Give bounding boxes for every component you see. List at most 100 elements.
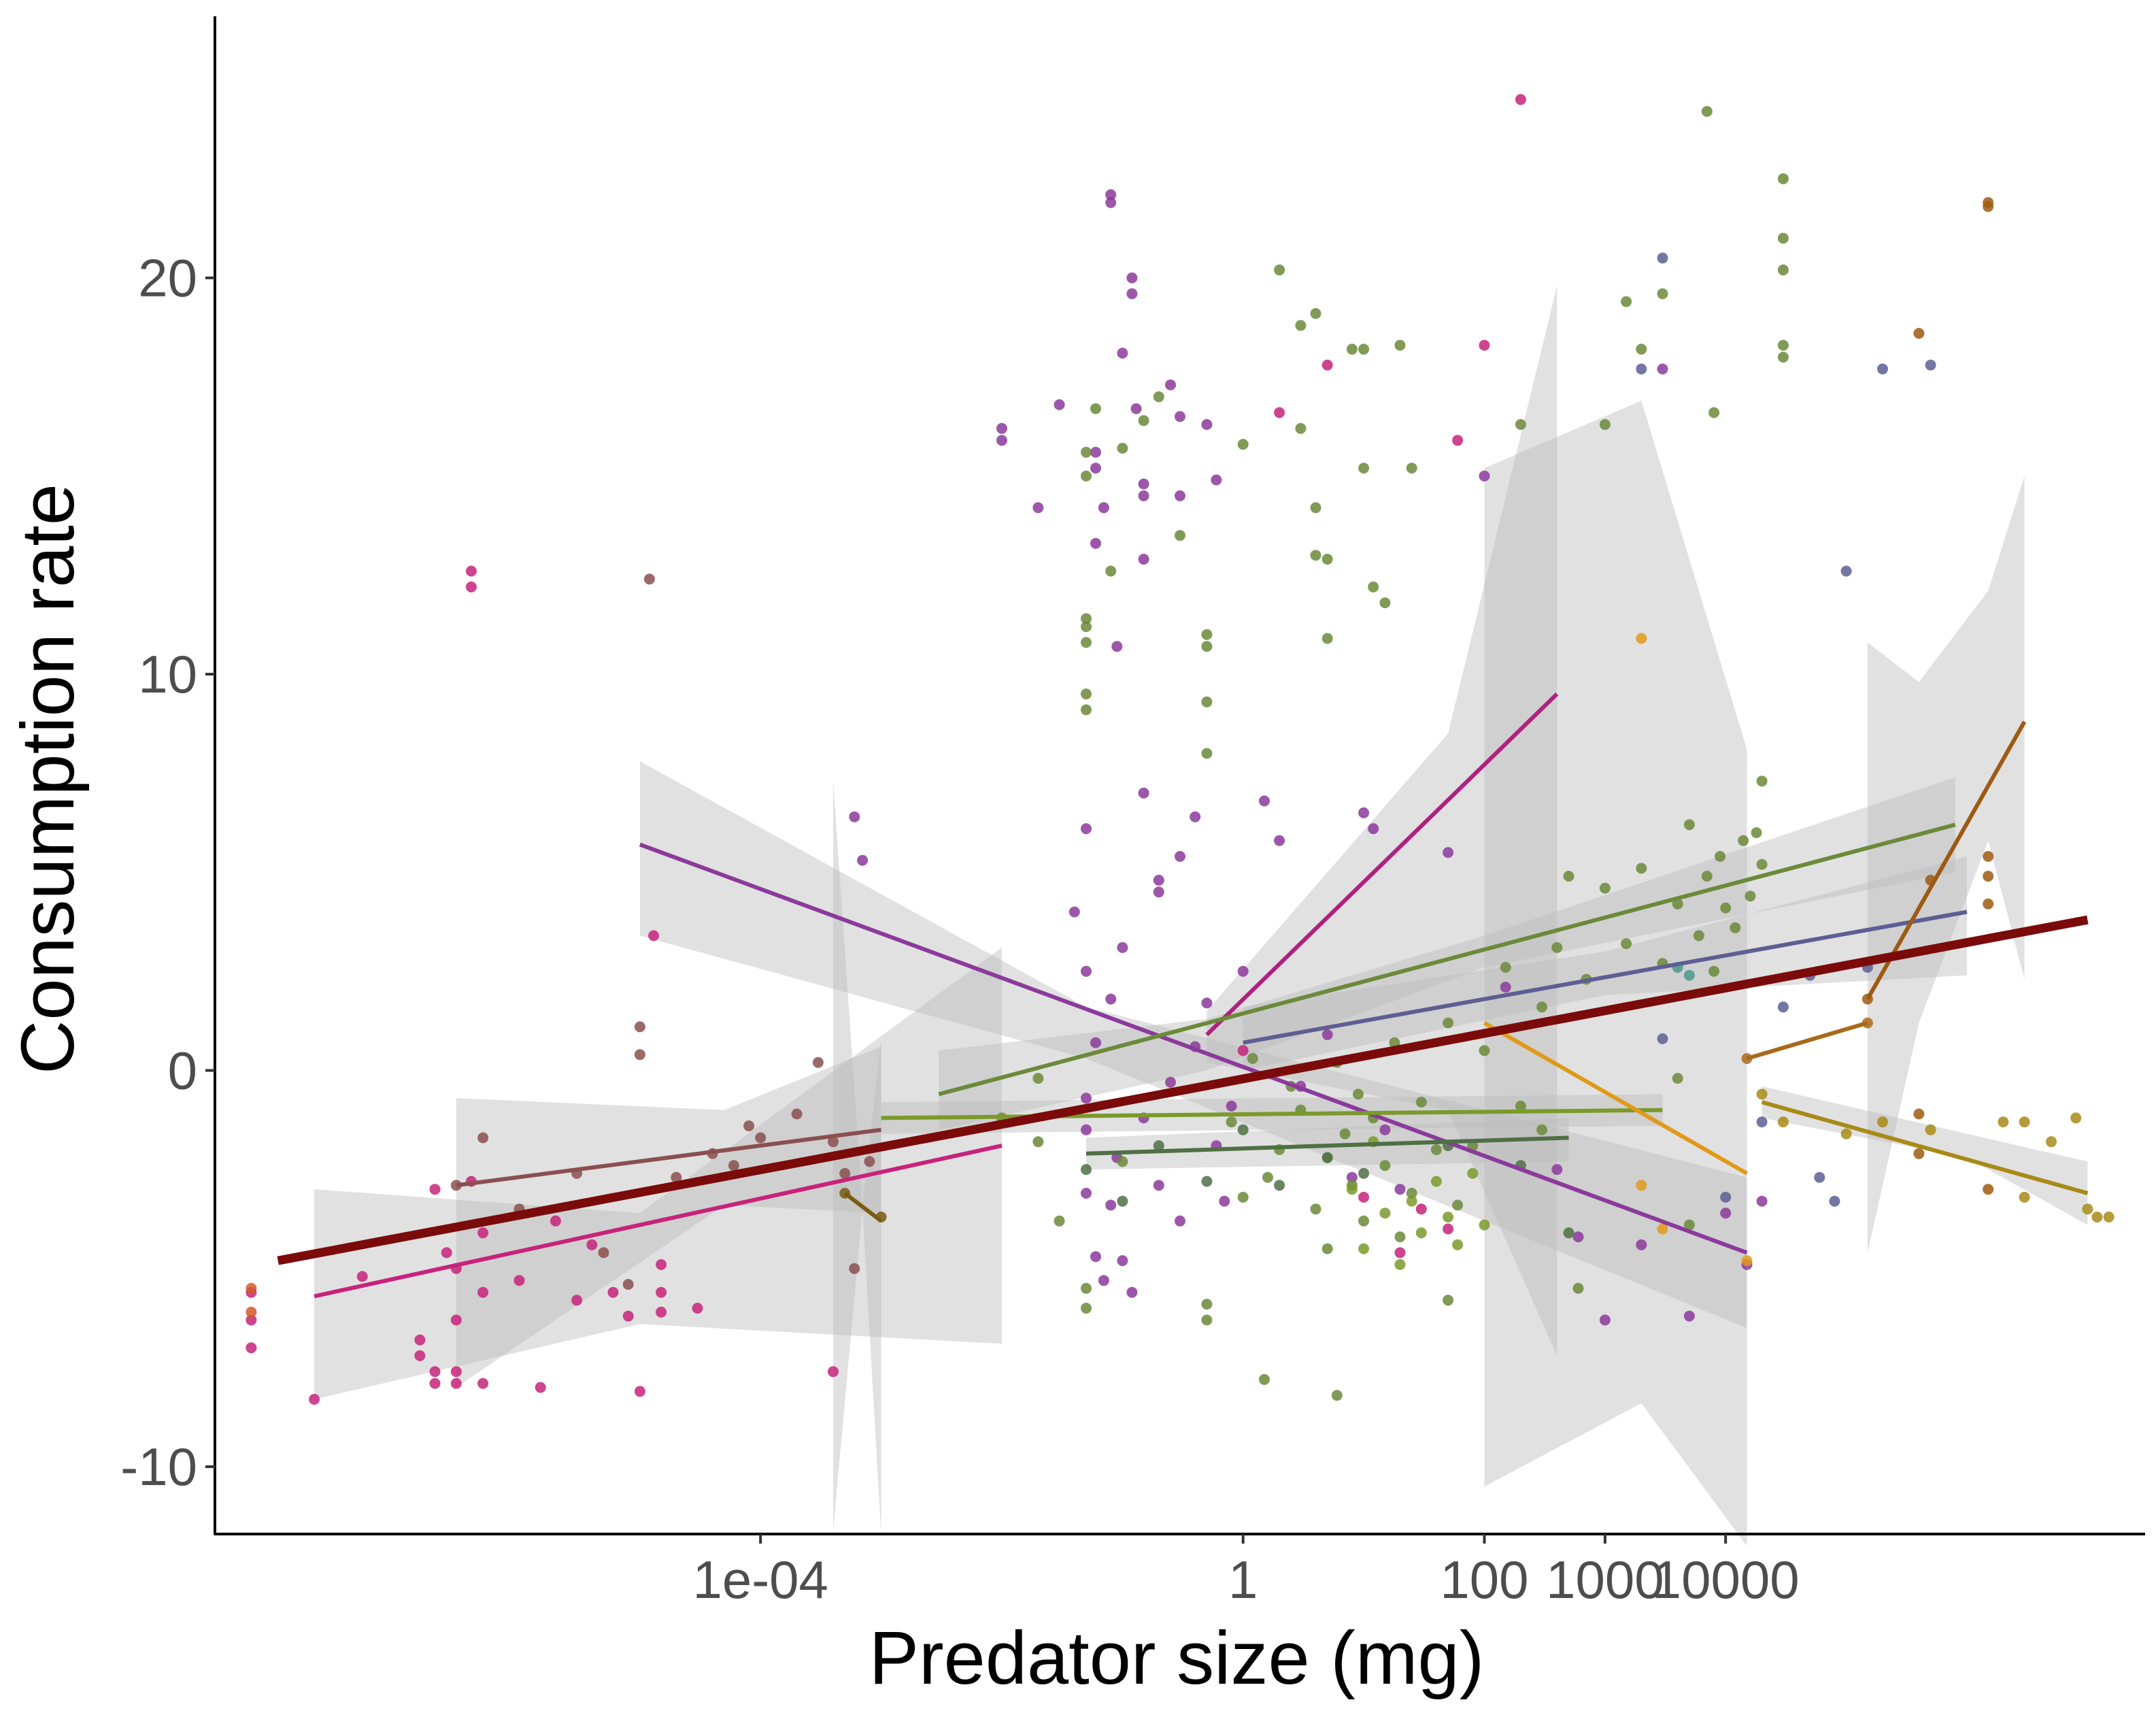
data-point: [1925, 359, 1936, 371]
data-point: [1321, 359, 1333, 371]
data-point: [429, 1378, 441, 1389]
data-point: [1237, 1191, 1249, 1203]
confidence-band-5: [1207, 286, 1557, 1356]
data-point: [1683, 819, 1695, 831]
data-point: [1090, 1037, 1101, 1048]
data-point: [1657, 1223, 1668, 1235]
data-point: [1175, 411, 1185, 422]
data-point: [1310, 502, 1321, 514]
data-point: [2082, 1203, 2093, 1215]
data-point: [1777, 173, 1789, 184]
data-point: [1105, 993, 1117, 1005]
data-point: [586, 1239, 598, 1250]
data-point: [1415, 1097, 1427, 1108]
data-point: [656, 1259, 667, 1270]
data-point: [1745, 890, 1756, 902]
data-point: [1054, 1215, 1065, 1227]
data-point: [246, 1314, 257, 1326]
data-point: [1081, 1164, 1092, 1176]
data-point: [1983, 1184, 1994, 1195]
data-point: [1105, 197, 1117, 208]
data-point: [1126, 288, 1138, 299]
data-point: [2019, 1191, 2030, 1203]
data-point: [622, 1279, 634, 1290]
data-point: [1259, 795, 1270, 807]
data-point: [1090, 1251, 1101, 1263]
data-point: [1295, 422, 1307, 434]
data-point: [477, 1286, 489, 1298]
data-point: [656, 1306, 667, 1318]
data-point: [1536, 1124, 1548, 1135]
data-point: [692, 1303, 703, 1314]
data-point: [996, 422, 1007, 434]
data-point: [1756, 776, 1768, 787]
data-point: [1201, 641, 1213, 652]
data-point: [441, 1247, 452, 1259]
data-point: [839, 1167, 851, 1179]
data-point: [1756, 1088, 1768, 1100]
data-point: [1777, 264, 1789, 276]
fit-line-14: [843, 1191, 883, 1223]
data-point: [656, 1286, 667, 1298]
x-tick-label: 1: [1228, 1550, 1258, 1610]
data-point: [1368, 823, 1379, 835]
data-point: [1777, 339, 1789, 351]
data-point: [1672, 898, 1683, 910]
data-point: [634, 1386, 645, 1397]
data-point: [1138, 490, 1149, 501]
fit-line-8: [881, 1108, 1663, 1120]
data-point: [1840, 1128, 1852, 1139]
x-tick-label: 1e-04: [692, 1550, 828, 1610]
confidence-bands: [314, 286, 2088, 1546]
data-point: [1175, 530, 1185, 542]
data-point: [1032, 1073, 1044, 1084]
data-point: [1693, 930, 1704, 942]
data-point: [1153, 874, 1164, 886]
x-tick-label: 100: [1440, 1550, 1528, 1610]
overall-fit: [277, 915, 2089, 1265]
data-point: [429, 1366, 441, 1378]
data-point: [477, 1132, 489, 1144]
data-point: [1105, 1199, 1117, 1211]
data-point: [1563, 871, 1574, 882]
data-point: [1983, 898, 1994, 910]
data-point: [1636, 633, 1647, 644]
data-point: [1777, 1116, 1789, 1128]
data-point: [1913, 1148, 1925, 1159]
data-point: [1657, 252, 1668, 264]
data-point: [1117, 442, 1128, 454]
data-point: [1777, 233, 1789, 244]
data-point: [1331, 1390, 1343, 1401]
data-point: [1814, 1171, 1825, 1183]
data-point: [791, 1108, 803, 1120]
data-point: [1153, 391, 1164, 403]
data-point: [1175, 850, 1185, 862]
data-point: [1394, 1231, 1406, 1243]
data-point: [634, 1049, 645, 1061]
data-point: [535, 1382, 546, 1393]
data-point: [450, 1314, 462, 1326]
data-point: [1358, 344, 1370, 355]
data-point: [1536, 1001, 1548, 1013]
data-point: [1599, 882, 1611, 894]
data-point: [1153, 1180, 1164, 1191]
data-point: [1983, 850, 1994, 862]
data-point: [1394, 1247, 1406, 1259]
fit-line-4: [639, 842, 1748, 1255]
data-point: [1406, 1195, 1417, 1207]
data-point: [1081, 965, 1092, 977]
data-point: [246, 1306, 257, 1318]
data-point: [755, 1132, 767, 1144]
data-point: [1346, 1184, 1358, 1195]
data-point: [1756, 859, 1768, 870]
data-point: [1452, 1239, 1464, 1250]
data-point: [1358, 1215, 1370, 1227]
data-point: [1068, 906, 1080, 918]
data-point: [1683, 969, 1695, 981]
data-point: [1829, 1195, 1840, 1207]
data-point: [1201, 748, 1213, 759]
data-point: [1720, 902, 1732, 914]
data-point: [1321, 1029, 1333, 1040]
